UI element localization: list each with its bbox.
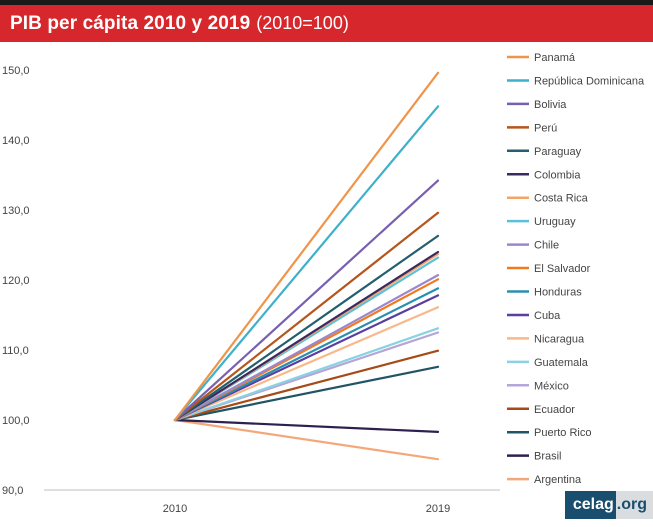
series-line xyxy=(173,211,440,422)
legend-label: El Salvador xyxy=(534,263,591,275)
chart-header: PIB per cápita 2010 y 2019 (2010=100) xyxy=(0,5,653,42)
y-tick-label: 140,0 xyxy=(2,135,30,147)
legend-label: República Dominicana xyxy=(534,75,645,87)
series-line xyxy=(173,327,440,422)
legend-label: Colombia xyxy=(534,169,581,181)
legend-label: Guatemala xyxy=(534,357,589,369)
y-tick-label: 130,0 xyxy=(2,205,30,217)
series-line xyxy=(173,287,440,422)
series-line xyxy=(173,365,440,422)
y-tick-label: 120,0 xyxy=(2,275,30,287)
y-tick-label: 150,0 xyxy=(2,65,30,77)
legend-label: México xyxy=(534,380,569,392)
legend-label: Brasil xyxy=(534,451,562,463)
legend-label: Chile xyxy=(534,240,559,252)
top-border xyxy=(0,0,653,5)
legend-label: Cuba xyxy=(534,310,561,322)
series-line xyxy=(173,105,440,422)
brand-logo: celag .org xyxy=(564,491,653,519)
series-line xyxy=(173,349,440,422)
series-line xyxy=(173,306,440,422)
brand-logo-part2: .org xyxy=(615,491,653,519)
x-tick-label: 2019 xyxy=(426,503,450,515)
legend-label: Costa Rica xyxy=(534,193,589,205)
y-tick-label: 90,0 xyxy=(2,485,23,497)
legend-label: Ecuador xyxy=(534,404,575,416)
legend-label: Nicaragua xyxy=(534,333,585,345)
line-chart: 90,0 100,0 110,0 120,0 130,0 140,0 150,0 2010 20… xyxy=(2,52,645,515)
chart-title: PIB per cápita 2010 y 2019 xyxy=(10,12,251,34)
legend-label: Perú xyxy=(534,122,557,134)
legend-label: Panamá xyxy=(534,52,576,64)
y-tick-label: 110,0 xyxy=(2,345,29,357)
legend-label: Honduras xyxy=(534,287,582,299)
legend-label: Paraguay xyxy=(534,146,582,158)
legend-label: Bolivia xyxy=(534,99,567,111)
series-line xyxy=(173,250,440,422)
series-line xyxy=(173,179,440,422)
series-line xyxy=(173,418,440,461)
y-tick-label: 100,0 xyxy=(2,415,30,427)
series-line xyxy=(173,418,440,433)
x-tick-label: 2010 xyxy=(163,503,187,515)
brand-logo-part1: celag xyxy=(564,491,616,519)
legend-label: Uruguay xyxy=(534,216,576,228)
series-line xyxy=(173,234,440,422)
chart-subtitle: (2010=100) xyxy=(256,13,349,33)
legend-label: Puerto Rico xyxy=(534,427,591,439)
series-line xyxy=(173,71,440,422)
legend-label: Argentina xyxy=(534,474,582,486)
series-line xyxy=(173,274,440,422)
